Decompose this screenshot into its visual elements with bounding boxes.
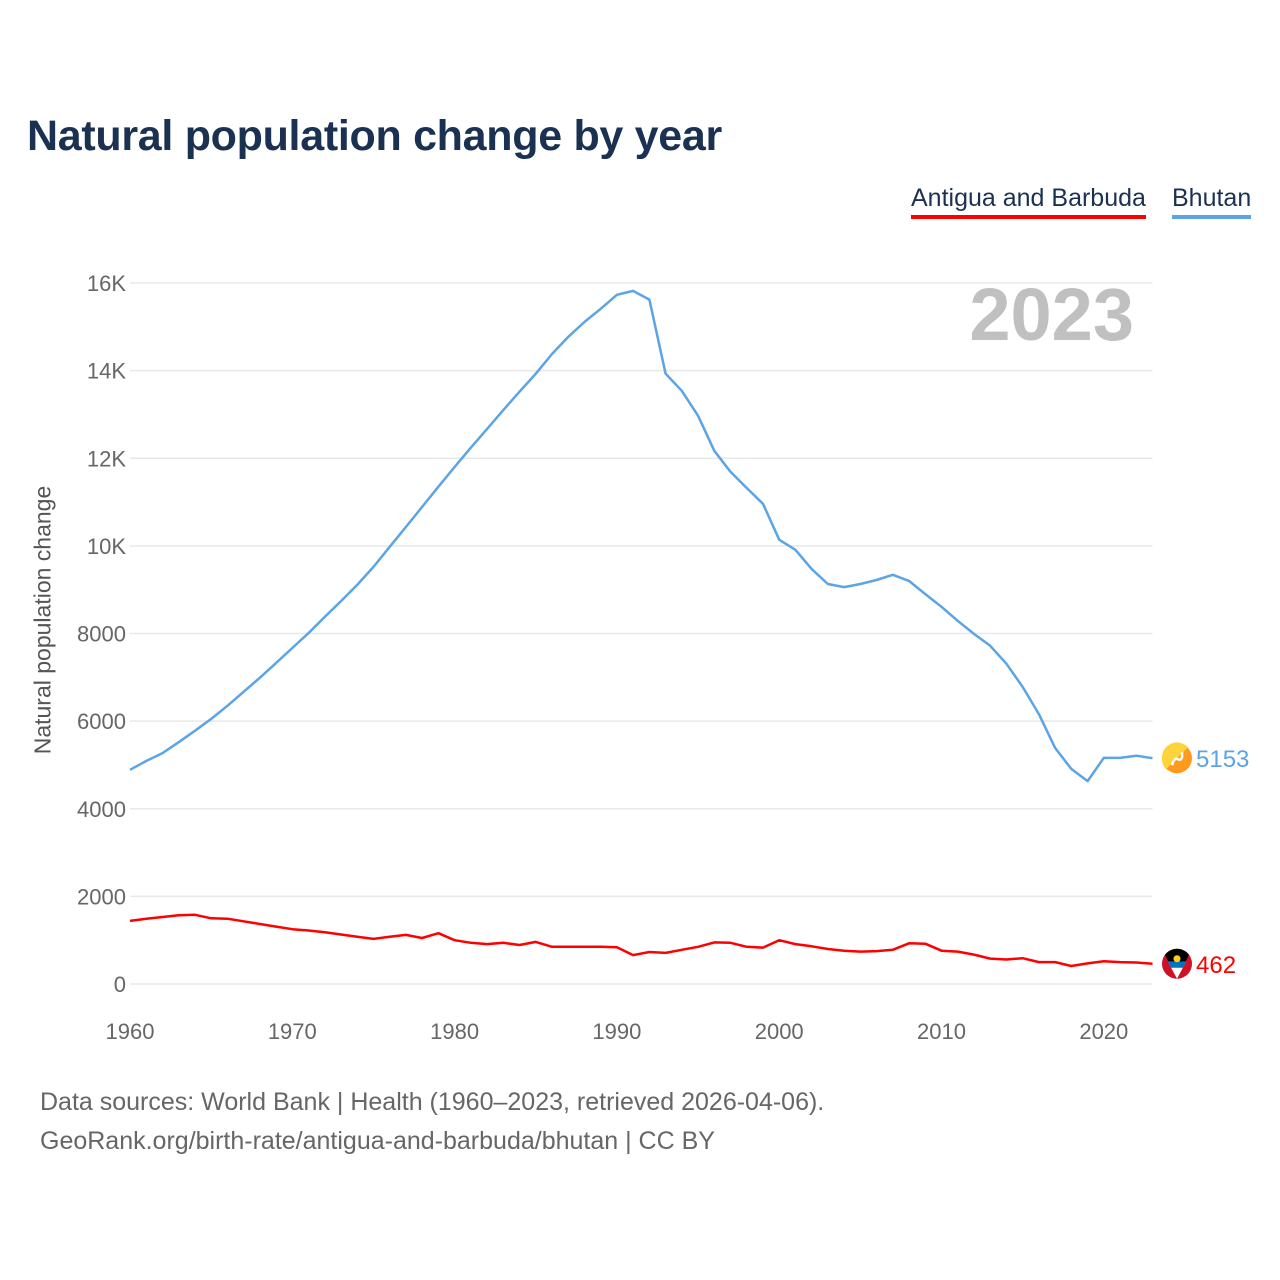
- x-tick-label: 1960: [106, 1019, 155, 1044]
- bhutan-flag-icon: [1161, 742, 1192, 774]
- y-tick-label: 8000: [77, 622, 126, 647]
- x-tick-label: 1990: [592, 1019, 641, 1044]
- y-tick-label: 16K: [87, 271, 126, 296]
- y-tick-label: 14K: [87, 359, 126, 384]
- chart-title: Natural population change by year: [27, 112, 722, 160]
- y-tick-label: 10K: [87, 534, 126, 559]
- x-tick-label: 1980: [430, 1019, 479, 1044]
- end-value-label: 462: [1196, 952, 1236, 979]
- legend-antigua-and-barbuda[interactable]: Antigua and Barbuda: [911, 184, 1146, 219]
- x-tick-label: 1970: [268, 1019, 317, 1044]
- antigua-flag-icon: [1162, 948, 1192, 979]
- year-watermark: 2023: [969, 273, 1134, 356]
- end-value-label: 5153: [1196, 746, 1249, 773]
- y-tick-label: 2000: [77, 884, 126, 909]
- footer-sources: Data sources: World Bank | Health (1960–…: [40, 1088, 825, 1116]
- x-tick-label: 2000: [755, 1019, 804, 1044]
- y-tick-label: 0: [114, 972, 126, 997]
- y-tick-label: 12K: [87, 446, 126, 471]
- legend-bhutan[interactable]: Bhutan: [1172, 184, 1252, 219]
- y-tick-label: 4000: [77, 797, 126, 822]
- x-tick-label: 2020: [1079, 1019, 1128, 1044]
- footer-attribution[interactable]: GeoRank.org/birth-rate/antigua-and-barbu…: [40, 1127, 715, 1155]
- x-tick-label: 2010: [917, 1019, 966, 1044]
- series-line-antigua-and-barbuda: [129, 913, 1153, 968]
- series-line-bhutan: [129, 289, 1153, 783]
- y-tick-label: 6000: [77, 709, 126, 734]
